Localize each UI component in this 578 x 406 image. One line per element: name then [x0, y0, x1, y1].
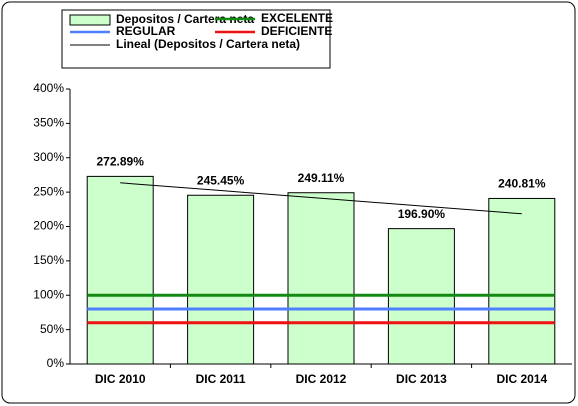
y-tick-label: 400% — [33, 81, 64, 95]
legend-label: DEFICIENTE — [261, 24, 332, 38]
bar — [86, 175, 154, 365]
legend-label: Depositos / Cartera neta — [116, 12, 254, 26]
value-label: 196.90% — [398, 207, 446, 221]
x-tick-label: DIC 2014 — [496, 372, 547, 386]
legend-label: Lineal (Depositos / Cartera neta) — [116, 37, 300, 51]
x-tick-label: DIC 2011 — [196, 372, 246, 386]
y-tick-label: 150% — [33, 253, 64, 267]
bar — [488, 197, 556, 365]
y-tick-label: 350% — [33, 116, 64, 130]
trend-line — [120, 182, 522, 215]
value-label: 245.45% — [197, 173, 245, 187]
legend-label: REGULAR — [116, 24, 176, 38]
legend-label: EXCELENTE — [261, 11, 333, 25]
bar — [187, 194, 255, 365]
value-label: 249.11% — [298, 171, 345, 185]
y-tick-label: 200% — [33, 219, 64, 233]
value-label: 240.81% — [498, 177, 546, 191]
x-tick-label: DIC 2012 — [296, 372, 347, 386]
y-tick-label: 50% — [40, 322, 64, 336]
y-tick-label: 300% — [33, 150, 64, 164]
y-tick-label: 0% — [47, 356, 65, 370]
bar — [287, 192, 355, 365]
legend-swatch — [69, 14, 111, 26]
value-label: 272.89% — [97, 155, 145, 169]
x-tick-label: DIC 2013 — [396, 372, 447, 386]
y-tick-label: 250% — [33, 184, 64, 198]
y-tick-label: 100% — [33, 287, 64, 301]
x-tick-label: DIC 2010 — [95, 372, 146, 386]
